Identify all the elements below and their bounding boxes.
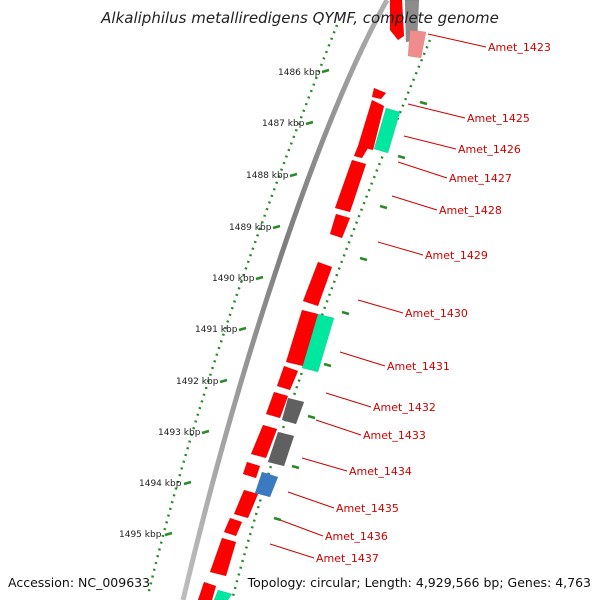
gene-label-amet-1431: Amet_1431	[387, 360, 450, 373]
gene-feature-15	[250, 424, 278, 459]
inner-tick-3	[359, 256, 368, 262]
gene-label-line-13	[269, 543, 315, 559]
tick-label-1493: 1493 kbp	[158, 428, 201, 438]
gene-label-amet-1427: Amet_1427	[449, 172, 512, 185]
inner-tick-7	[291, 464, 300, 470]
tick-label-1487: 1487 kbp	[262, 119, 305, 129]
gene-feature-14	[281, 397, 305, 425]
inner-tick-6	[307, 414, 316, 420]
gene-label-amet-1429: Amet_1429	[425, 249, 488, 262]
tick-label-1489: 1489 kbp	[229, 223, 272, 233]
gene-feature-19	[233, 489, 259, 519]
gene-feature-16	[267, 431, 295, 467]
gene-feature-21	[209, 537, 237, 577]
ruler-ticks	[164, 68, 428, 537]
outer-tick-9	[164, 531, 173, 537]
gene-feature-2	[407, 29, 427, 59]
gene-feature-12	[276, 365, 299, 391]
gene-feature-6	[353, 145, 369, 159]
gene-feature-17	[242, 461, 261, 479]
tick-label-1492: 1492 kbp	[176, 377, 219, 387]
gene-label-amet-1435: Amet_1435	[336, 502, 399, 515]
gene-label-amet-1426: Amet_1426	[458, 143, 521, 156]
gene-label-amet-1423: Amet_1423	[488, 41, 551, 54]
gene-features	[197, 0, 427, 600]
gene-label-line-5	[377, 241, 424, 256]
gene-feature-4	[357, 99, 385, 151]
outer-tick-7	[201, 429, 210, 435]
gene-label-amet-1436: Amet_1436	[325, 530, 388, 543]
gene-label-line-6	[357, 299, 404, 314]
outer-tick-5	[238, 326, 247, 332]
gene-label-line-0	[427, 33, 487, 48]
gene-label-line-8	[325, 392, 372, 408]
gene-label-amet-1425: Amet_1425	[467, 112, 530, 125]
gene-label-line-10	[301, 457, 348, 472]
gene-feature-18	[254, 471, 279, 498]
backbone-arc	[180, 0, 390, 600]
gene-label-amet-1430: Amet_1430	[405, 307, 468, 320]
gene-feature-11	[301, 313, 335, 373]
outer-tick-8	[183, 480, 192, 486]
tick-label-1486: 1486 kbp	[278, 68, 321, 78]
gene-label-line-11	[287, 491, 335, 509]
outer-tick-0	[321, 68, 330, 74]
gene-feature-23	[213, 589, 233, 600]
outer-tick-1	[305, 120, 314, 126]
gene-label-line-12	[279, 519, 324, 537]
gene-feature-20	[223, 517, 243, 537]
inner-ruler	[230, 39, 432, 600]
gene-label-lines	[269, 33, 487, 559]
gene-label-amet-1432: Amet_1432	[373, 401, 436, 414]
outer-tick-6	[219, 378, 228, 384]
gene-feature-0	[389, 0, 405, 41]
gene-label-amet-1437: Amet_1437	[316, 552, 379, 565]
gene-feature-7	[334, 159, 367, 213]
gene-label-line-9	[315, 419, 362, 436]
gene-label-line-3	[397, 161, 448, 179]
gene-feature-5	[373, 107, 401, 154]
topology-summary: Topology: circular; Length: 4,929,566 bp…	[247, 575, 591, 590]
gene-feature-13	[265, 391, 289, 419]
outer-tick-3	[272, 224, 281, 230]
gene-feature-9	[302, 261, 333, 307]
map-title: Alkaliphilus metalliredigens QYMF, compl…	[100, 9, 499, 27]
gene-feature-3	[371, 87, 387, 100]
inner-tick-8	[273, 516, 282, 522]
gene-label-amet-1433: Amet_1433	[363, 429, 426, 442]
gene-label-line-7	[339, 351, 386, 367]
accession-text: Accession: NC_009633	[8, 575, 150, 590]
outer-tick-2	[289, 172, 298, 178]
tick-label-1495: 1495 kbp	[119, 530, 162, 540]
tick-label-1490: 1490 kbp	[212, 274, 255, 284]
inner-tick-2	[379, 204, 388, 210]
inner-tick-1	[397, 154, 406, 160]
gene-label-line-4	[391, 195, 438, 211]
gene-label-line-2	[403, 135, 457, 150]
inner-tick-4	[341, 310, 350, 316]
inner-tick-5	[323, 362, 332, 368]
gene-label-amet-1428: Amet_1428	[439, 204, 502, 217]
inner-tick-0	[419, 100, 428, 106]
tick-label-1494: 1494 kbp	[139, 479, 182, 489]
outer-tick-4	[255, 275, 264, 281]
tick-label-1491: 1491 kbp	[195, 325, 238, 335]
gene-feature-22	[197, 581, 217, 600]
gene-label-amet-1434: Amet_1434	[349, 465, 412, 478]
tick-label-1488: 1488 kbp	[246, 171, 289, 181]
gene-feature-8	[329, 213, 351, 239]
gene-label-line-1	[407, 103, 466, 119]
